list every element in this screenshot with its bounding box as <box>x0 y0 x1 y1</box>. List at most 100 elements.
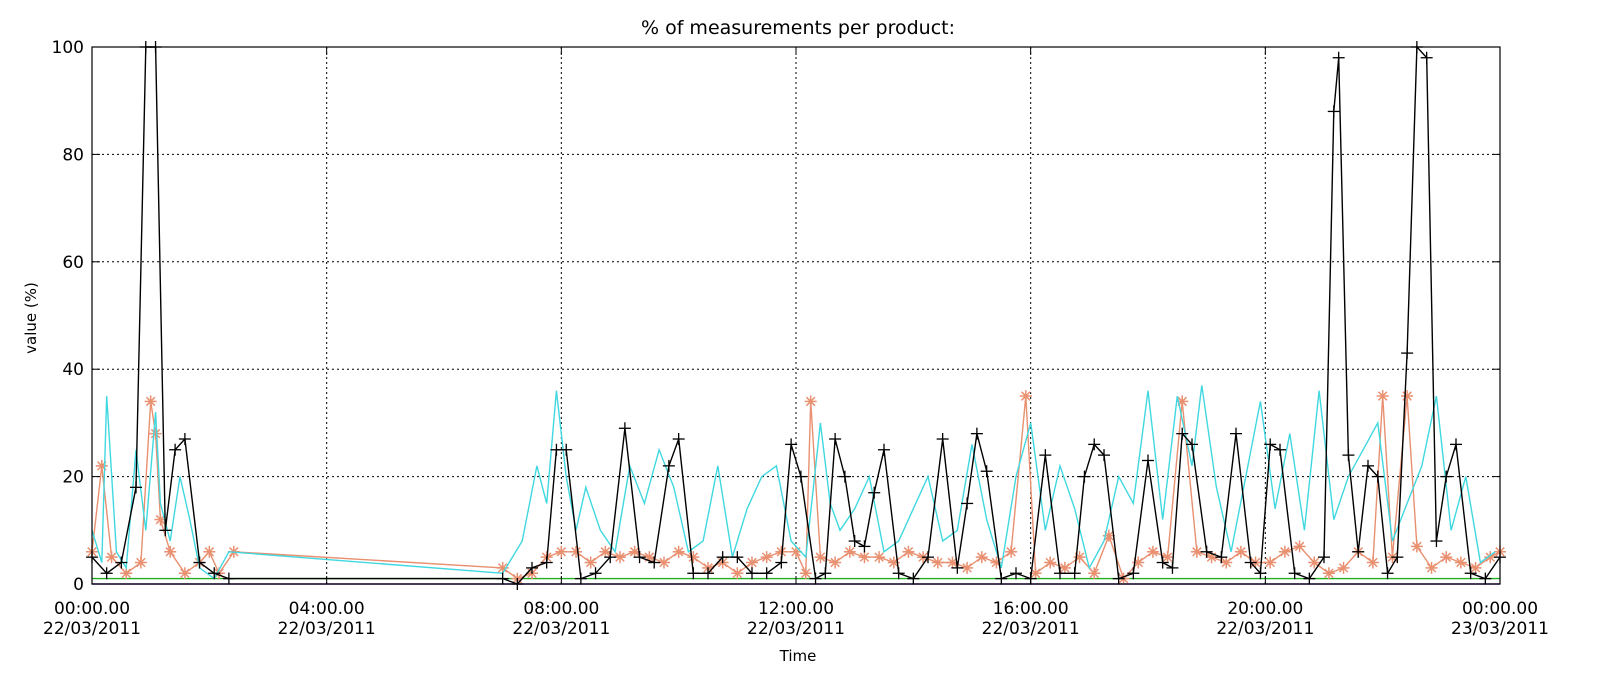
data-point <box>1078 470 1091 483</box>
data-point <box>980 465 993 478</box>
gridlines <box>92 47 1500 584</box>
data-point <box>1440 470 1453 483</box>
x-tick-label-date: 23/03/2011 <box>1451 619 1549 639</box>
data-point <box>1088 438 1101 451</box>
data-point <box>1156 556 1169 569</box>
series <box>91 385 1496 580</box>
data-point <box>672 433 685 446</box>
data-point <box>819 567 832 580</box>
data-point <box>1469 561 1482 574</box>
data-point <box>203 545 216 558</box>
data-point <box>731 551 744 564</box>
data-point <box>164 545 177 558</box>
data-point <box>633 551 646 564</box>
data-point <box>589 567 602 580</box>
data-point <box>496 561 509 574</box>
data-point <box>1450 438 1462 451</box>
data-point <box>961 497 974 510</box>
data-point <box>1166 561 1179 574</box>
data-point <box>1278 545 1291 558</box>
data-point <box>1200 545 1213 558</box>
data-point <box>130 481 142 494</box>
data-point <box>1410 540 1423 553</box>
data-point <box>1058 561 1071 574</box>
data-point <box>526 561 538 574</box>
data-point <box>1381 567 1394 580</box>
data-point <box>858 540 871 553</box>
chart-title: % of measurements per product: <box>641 17 955 39</box>
data-point <box>829 433 842 446</box>
data-point <box>936 433 949 446</box>
y-tick-label: 0 <box>73 575 84 595</box>
data-point <box>775 556 788 569</box>
data-point <box>1342 449 1355 462</box>
data-point <box>1391 551 1404 564</box>
data-point <box>1005 545 1018 558</box>
data-point <box>878 443 890 456</box>
data-point <box>555 545 568 558</box>
data-point <box>1293 540 1306 553</box>
data-point <box>1220 556 1233 569</box>
data-point <box>838 470 851 483</box>
data-point <box>1054 567 1066 580</box>
data-point <box>951 561 964 574</box>
data-point <box>1322 567 1335 580</box>
data-point <box>672 545 685 558</box>
data-point <box>760 567 773 580</box>
x-tick-label-time: 08:00.00 <box>523 599 599 619</box>
x-axis: 00:00.0022/03/201104:00.0022/03/201108:0… <box>43 47 1549 639</box>
data-point <box>785 438 798 451</box>
data-point <box>829 556 842 569</box>
series-line <box>91 385 1496 580</box>
data-point <box>804 395 817 408</box>
data-point <box>1039 449 1052 462</box>
data-point <box>496 572 509 585</box>
data-point <box>178 433 191 446</box>
data-point <box>208 567 221 580</box>
data-point <box>144 395 157 408</box>
x-tick-label-date: 22/03/2011 <box>747 619 845 639</box>
data-point <box>1274 443 1286 456</box>
data-point <box>760 551 773 564</box>
data-point <box>1068 567 1081 580</box>
data-point <box>794 470 807 483</box>
data-point <box>868 486 881 499</box>
data-point <box>1308 556 1321 569</box>
data-point <box>169 443 182 456</box>
x-tick-label-date: 22/03/2011 <box>1216 619 1314 639</box>
data-point <box>618 422 631 435</box>
x-tick-label-time: 20:00.00 <box>1227 599 1303 619</box>
data-point <box>1366 556 1379 569</box>
data-point <box>1254 567 1267 580</box>
y-tick-label: 60 <box>62 253 84 273</box>
data-point <box>892 567 905 580</box>
data-point <box>746 567 758 580</box>
x-tick-label-date: 22/03/2011 <box>982 619 1080 639</box>
data-point <box>599 545 612 558</box>
data-point <box>902 545 915 558</box>
data-point <box>134 556 147 569</box>
data-point <box>1401 390 1414 403</box>
data-point <box>560 443 573 456</box>
data-point <box>1019 390 1032 403</box>
data-point <box>1371 470 1384 483</box>
data-point <box>843 545 856 558</box>
data-point <box>1161 551 1174 564</box>
data-point <box>848 535 861 548</box>
data-point <box>922 551 934 564</box>
data-point <box>687 551 700 564</box>
data-point <box>648 556 661 569</box>
data-point <box>1142 454 1154 467</box>
data-point <box>222 572 235 585</box>
series-line <box>91 45 1501 585</box>
data-point <box>814 551 827 564</box>
data-point <box>1146 545 1159 558</box>
data-point <box>799 567 812 580</box>
data-point <box>1420 51 1433 64</box>
y-tick-label: 40 <box>62 360 84 380</box>
data-point <box>995 572 1008 585</box>
y-tick-label: 80 <box>62 145 84 165</box>
data-point <box>1244 556 1257 569</box>
data-point <box>193 556 206 569</box>
data-point <box>1264 438 1277 451</box>
